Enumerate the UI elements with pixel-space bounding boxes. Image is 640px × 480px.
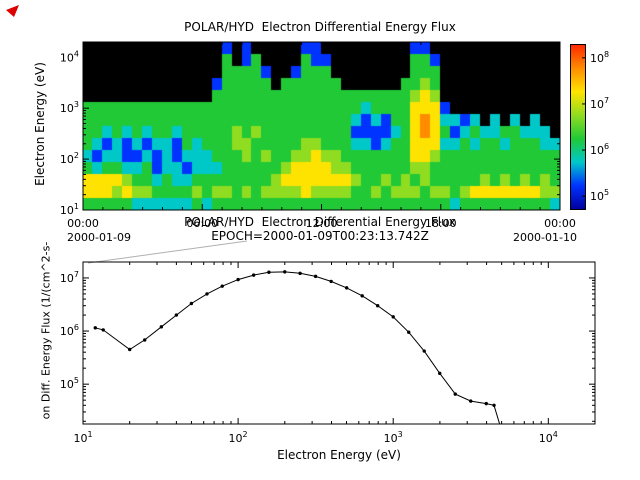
svg-text:102: 102: [229, 430, 248, 445]
svg-text:104: 104: [539, 430, 558, 445]
svg-text:103: 103: [60, 100, 79, 115]
svg-text:106: 106: [590, 142, 609, 157]
lineplot-y-axis-label: on Diff. Energy Flux (1/(cm^2-s-: [39, 241, 53, 420]
red-arrow-marker: [6, 5, 19, 17]
red-arrow-shape: [6, 5, 19, 17]
svg-text:101: 101: [73, 430, 92, 445]
lineplot-title: POLAR/HYD Electron Differential Energy F…: [184, 215, 456, 229]
colorbar: [570, 44, 586, 210]
svg-text:107: 107: [590, 96, 609, 111]
svg-text:107: 107: [60, 270, 79, 285]
spectrogram-y-axis-label: Electron Energy (eV): [33, 62, 47, 186]
spectrogram-canvas: [83, 42, 560, 210]
spectrogram-title: POLAR/HYD Electron Differential Energy F…: [184, 20, 456, 34]
svg-text:104: 104: [60, 49, 79, 64]
svg-text:105: 105: [590, 188, 609, 203]
svg-text:102: 102: [60, 151, 79, 166]
svg-text:106: 106: [60, 323, 79, 338]
svg-text:108: 108: [590, 50, 609, 65]
epoch-subtitle: EPOCH=2000-01-09T00:23:13.742Z: [211, 229, 429, 243]
lineplot-x-axis-label: Electron Energy (eV): [277, 448, 401, 462]
connector-segment: [87, 240, 248, 264]
svg-text:105: 105: [60, 376, 79, 391]
svg-text:103: 103: [384, 430, 403, 445]
